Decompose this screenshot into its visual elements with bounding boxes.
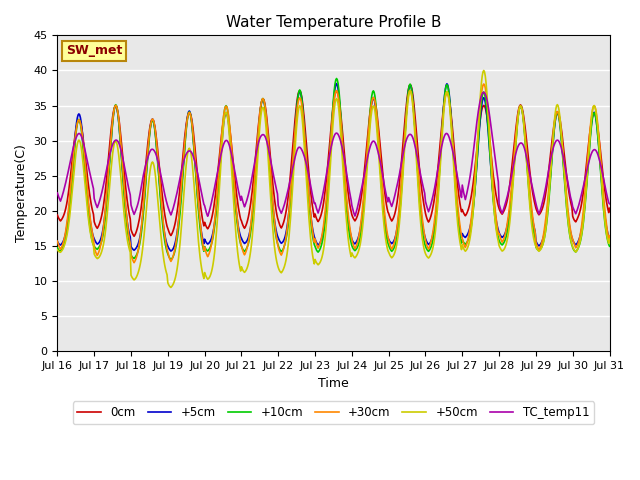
- +30cm: [434, 184, 442, 190]
- TC_temp11: [175, 182, 182, 188]
- +5cm: [175, 211, 183, 217]
- +30cm: [605, 233, 613, 239]
- Y-axis label: Temperature(C): Temperature(C): [15, 144, 28, 242]
- +5cm: [605, 235, 613, 241]
- Legend: 0cm, +5cm, +10cm, +30cm, +50cm, TC_temp11: 0cm, +5cm, +10cm, +30cm, +50cm, TC_temp1…: [73, 401, 594, 424]
- +5cm: [167, 248, 175, 254]
- +50cm: [326, 174, 333, 180]
- +50cm: [480, 68, 488, 73]
- +50cm: [54, 247, 61, 252]
- +5cm: [333, 81, 340, 86]
- +10cm: [380, 216, 388, 221]
- 0cm: [54, 212, 61, 218]
- TC_temp11: [198, 194, 206, 200]
- +30cm: [326, 152, 333, 158]
- +5cm: [557, 125, 564, 131]
- +10cm: [605, 243, 613, 249]
- +50cm: [434, 202, 442, 207]
- +50cm: [605, 236, 613, 242]
- +50cm: [167, 285, 175, 290]
- Line: +30cm: +30cm: [58, 84, 609, 263]
- +50cm: [557, 119, 564, 125]
- Text: SW_met: SW_met: [66, 44, 122, 57]
- 0cm: [435, 159, 442, 165]
- +5cm: [435, 180, 442, 186]
- TC_temp11: [326, 152, 333, 158]
- +30cm: [54, 238, 61, 244]
- +50cm: [175, 248, 183, 253]
- TC_temp11: [557, 142, 564, 148]
- 0cm: [406, 82, 414, 88]
- +30cm: [557, 123, 564, 129]
- +10cm: [333, 76, 340, 82]
- +50cm: [380, 215, 387, 221]
- +30cm: [480, 81, 488, 87]
- +10cm: [435, 184, 442, 190]
- +10cm: [326, 157, 333, 163]
- +10cm: [54, 245, 61, 251]
- +10cm: [557, 127, 564, 132]
- 0cm: [326, 141, 333, 147]
- X-axis label: Time: Time: [318, 377, 349, 390]
- +5cm: [326, 157, 333, 163]
- 0cm: [131, 233, 138, 239]
- +5cm: [380, 212, 388, 218]
- Line: TC_temp11: TC_temp11: [58, 92, 609, 216]
- +30cm: [199, 243, 207, 249]
- +5cm: [54, 239, 61, 244]
- +30cm: [380, 196, 387, 202]
- 0cm: [380, 177, 387, 182]
- +30cm: [131, 260, 138, 265]
- Title: Water Temperature Profile B: Water Temperature Profile B: [226, 15, 441, 30]
- Line: +10cm: +10cm: [58, 79, 609, 260]
- +5cm: [199, 238, 207, 244]
- +10cm: [199, 245, 207, 251]
- TC_temp11: [480, 89, 488, 95]
- 0cm: [175, 191, 183, 197]
- Line: +5cm: +5cm: [58, 84, 609, 251]
- +10cm: [175, 218, 183, 224]
- 0cm: [557, 119, 564, 125]
- +10cm: [167, 257, 175, 263]
- TC_temp11: [434, 167, 442, 172]
- Line: 0cm: 0cm: [58, 85, 609, 236]
- TC_temp11: [605, 201, 613, 207]
- TC_temp11: [54, 190, 61, 196]
- 0cm: [605, 205, 613, 211]
- +30cm: [175, 209, 183, 215]
- Line: +50cm: +50cm: [58, 71, 609, 288]
- TC_temp11: [380, 176, 387, 182]
- TC_temp11: [204, 214, 212, 219]
- +50cm: [199, 273, 207, 278]
- 0cm: [199, 219, 207, 225]
